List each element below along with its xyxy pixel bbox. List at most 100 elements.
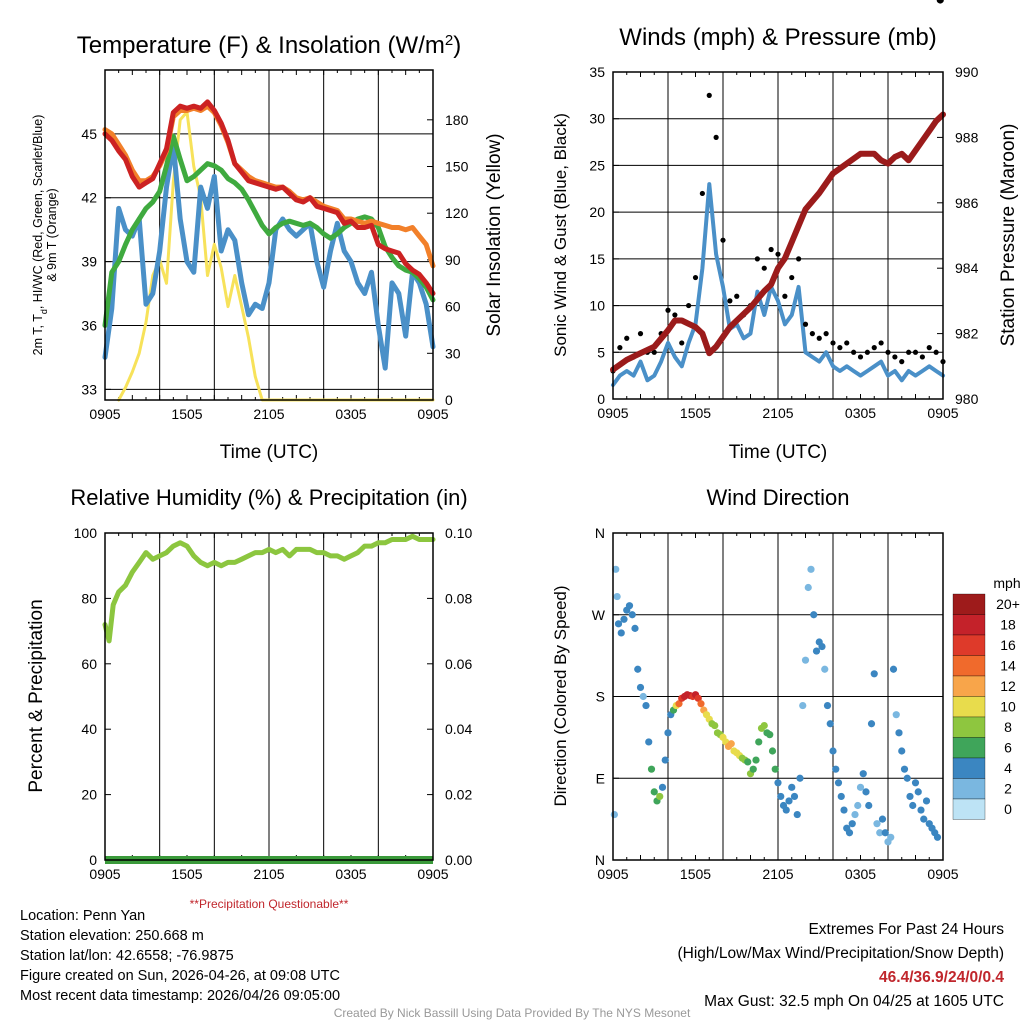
direction-point [648, 766, 655, 773]
colorbar-label: 8 [1004, 719, 1012, 735]
y-tick-label: 80 [81, 590, 97, 606]
direction-point [920, 816, 927, 823]
extremes-legend: (High/Low/Max Wind/Precipitation/Snow De… [678, 942, 1005, 966]
direction-point [832, 766, 839, 773]
gust-point [927, 345, 932, 350]
x-tick-label: 0905 [89, 866, 120, 882]
colorbar-swatch [953, 799, 985, 820]
gust-point [906, 350, 911, 355]
direction-point [662, 756, 669, 763]
colorbar-swatch [953, 779, 985, 800]
direction-point [862, 788, 869, 795]
gust-point [892, 354, 897, 359]
direction-point [818, 643, 825, 650]
chart-title: Temperature (F) & Insolation (W/m2) [77, 32, 461, 60]
x-tick-label: 2105 [253, 406, 284, 422]
y2-tick-label: 0.10 [445, 525, 472, 541]
direction-point [618, 629, 625, 636]
x-tick-label: 0905 [89, 406, 120, 422]
gust-point [920, 354, 925, 359]
colorbar-label: 12 [1000, 678, 1016, 694]
panel-winds: 0905 1505 2105 0305 090505101520253035980982… [551, 24, 1019, 463]
direction-point [887, 834, 894, 841]
x-tick-label: 2105 [253, 866, 284, 882]
colorbar-label: 4 [1004, 760, 1012, 776]
ylabel-part-end: , HI/WC (Red, Green, Scarlet/Blue) [31, 115, 45, 310]
x-tick-label: 0305 [335, 406, 366, 422]
direction-point [761, 722, 768, 729]
gust-point [934, 350, 939, 355]
x-tick-label: 0905 [927, 405, 958, 421]
direction-point [893, 711, 900, 718]
gust-point [810, 331, 815, 336]
direction-point [640, 693, 647, 700]
gust-point [672, 312, 677, 317]
gust-point [707, 93, 712, 98]
gust-point [899, 359, 904, 364]
x-tick-label: 0905 [417, 866, 448, 882]
direction-point [620, 616, 627, 623]
panel-humidity: 0905 1505 2105 0305 09050204060801000.000.02… [26, 485, 472, 882]
direction-point [829, 747, 836, 754]
gust-point [851, 350, 856, 355]
x-tick-label: 1505 [171, 406, 202, 422]
gust-point [782, 294, 787, 299]
gust-point [755, 256, 760, 261]
y2-tick-label: 60 [445, 299, 461, 315]
y2-tick-label: 986 [955, 195, 979, 211]
panel-temperature: 0905 1505 2105 0305 0905 33 36 39 42 45 0 30 60 90 120… [31, 32, 505, 464]
direction-point [854, 802, 861, 809]
gust-point [624, 336, 629, 341]
gust-point [638, 331, 643, 336]
y2-tick-label: 0.06 [445, 656, 472, 672]
direction-point [895, 729, 902, 736]
direction-point [637, 684, 644, 691]
direction-point [827, 720, 834, 727]
y2-tick-label: 120 [445, 205, 469, 221]
gust-point [700, 191, 705, 196]
gust-point [913, 350, 918, 355]
direction-point [728, 740, 735, 747]
credit-line: Created By Nick Bassill Using Data Provi… [0, 1006, 1024, 1020]
y-axis-label: Percent & Precipitation [26, 599, 47, 792]
direction-point [860, 770, 867, 777]
y-tick-label: 25 [589, 157, 605, 173]
colorbar-label: 16 [1000, 637, 1016, 653]
title-main: Temperature (F) & Insolation (W/m [77, 32, 445, 59]
y-tick-label: 5 [597, 344, 605, 360]
direction-point [629, 611, 636, 618]
direction-point [868, 720, 875, 727]
colorbar-swatch [953, 758, 985, 779]
direction-point [656, 793, 663, 800]
direction-point [857, 784, 864, 791]
direction-point [934, 834, 941, 841]
y-tick-label: 60 [81, 656, 97, 672]
y2-tick-label: 988 [955, 129, 979, 145]
y2-tick-label: 30 [445, 345, 461, 361]
y-axis-label: Direction (Colored By Speed) [551, 585, 570, 806]
direction-point [805, 584, 812, 591]
direction-point [824, 702, 831, 709]
y-axis-label: Sonic Wind & Gust (Blue, Black) [551, 113, 570, 357]
colorbar-swatch [953, 738, 985, 759]
colorbar-label: 10 [1000, 699, 1016, 715]
direction-point [873, 820, 880, 827]
y2-tick-label: 0.00 [445, 852, 472, 868]
y2-tick-label: 0.04 [445, 721, 472, 737]
y-tick-label: 20 [81, 787, 97, 803]
y-tick-label: W [592, 607, 606, 623]
direction-point [912, 779, 919, 786]
y2-tick-label: 984 [955, 260, 979, 276]
y-tick-label: 30 [589, 111, 605, 127]
chart-title: Wind Direction [706, 485, 849, 510]
gust-point [830, 340, 835, 345]
y2-tick-label: 0.02 [445, 787, 472, 803]
colorbar-label: 18 [1000, 617, 1016, 633]
direction-point [810, 611, 817, 618]
title-end: ) [453, 32, 461, 59]
y-tick-label: 40 [81, 721, 97, 737]
y-tick-label: 39 [81, 254, 97, 270]
y-tick-label: E [596, 770, 605, 786]
direction-point [909, 802, 916, 809]
y-tick-label: 20 [589, 204, 605, 220]
